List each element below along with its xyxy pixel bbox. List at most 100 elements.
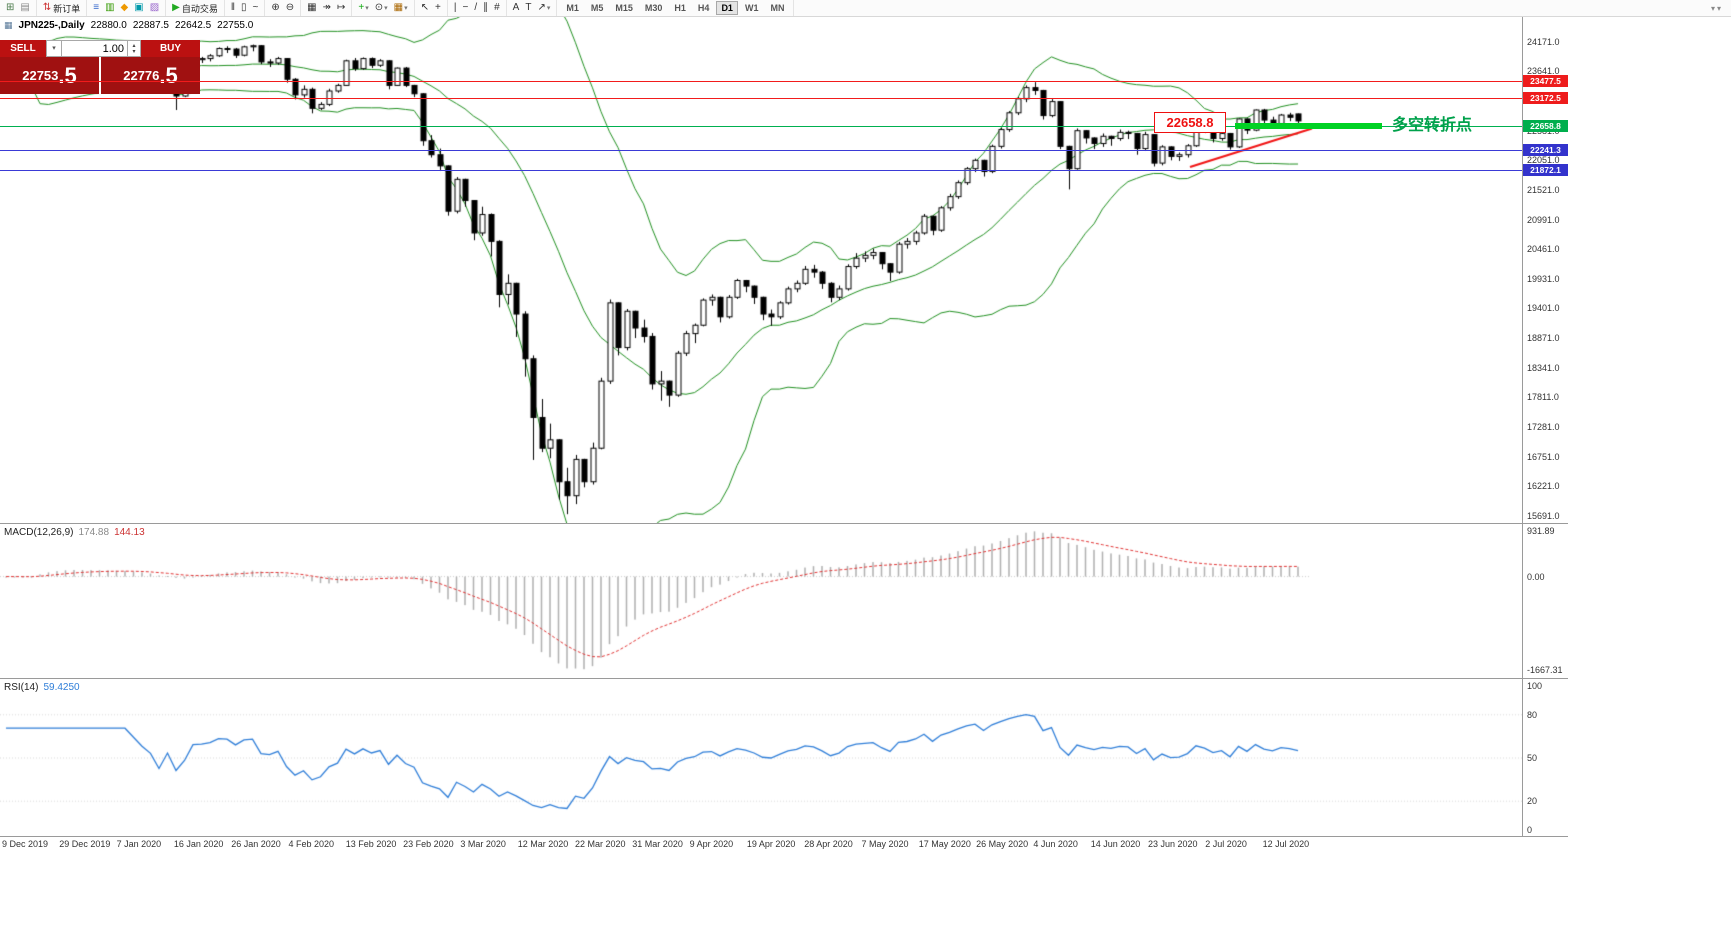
profiles-icon[interactable]: ▤	[18, 1, 31, 15]
sell-button[interactable]: SELL	[0, 40, 46, 57]
terminal-icon[interactable]: ▣	[132, 1, 145, 15]
toolbar-group: ‖ ▯ ~	[225, 0, 266, 16]
buy-price-main: 22776	[123, 68, 160, 83]
rsi-name: RSI(14)	[4, 682, 39, 693]
cursor-icon[interactable]: ↖	[419, 1, 431, 15]
rsi-label: RSI(14) 59.4250	[4, 682, 80, 693]
timeframe-m5[interactable]: M5	[590, 3, 604, 13]
arrows-icon[interactable]: ↗ ▾	[535, 1, 552, 15]
macd-panel-canvas[interactable]	[0, 524, 1522, 678]
toolbar-overflow-icon[interactable]: ▾▾	[1710, 3, 1723, 13]
main-chart-canvas[interactable]	[0, 17, 1522, 523]
volume-dropdown[interactable]: ▾	[46, 40, 62, 57]
timeframe-d1[interactable]: D1	[716, 1, 738, 15]
spinner-up-icon[interactable]: ▴	[132, 42, 136, 49]
timeframe-m30[interactable]: M30	[644, 3, 663, 13]
timeframe-m15[interactable]: M15	[615, 3, 633, 13]
toolbar-group: ▦ ↠ ↦	[301, 0, 353, 16]
line-chart-icon-glyph: ~	[252, 2, 259, 13]
buy-price-button[interactable]: 22776 .5	[101, 57, 200, 94]
spinner-down-icon[interactable]: ▾	[132, 48, 136, 55]
buy-button[interactable]: BUY	[141, 40, 200, 57]
date-label: 22 Mar 2020	[575, 839, 626, 849]
timeframe-m1[interactable]: M1	[566, 3, 579, 13]
auto-scroll-icon-glyph: ↠	[322, 2, 331, 13]
date-label: 3 Mar 2020	[460, 839, 506, 849]
pivot-note-label[interactable]: 多空转折点	[1392, 117, 1473, 134]
price-box-resistance-2: 23172.5	[1523, 91, 1568, 104]
new-order-button-label: 新订单	[53, 3, 81, 14]
date-label: 23 Feb 2020	[403, 839, 454, 849]
toolbar-group: ⊕ ⊖	[265, 0, 302, 16]
crosshair-icon-glyph: +	[435, 2, 441, 13]
text-icon[interactable]: A	[511, 1, 522, 15]
periods-button[interactable]: ⊙ ▾	[373, 1, 390, 15]
panel-separator[interactable]	[0, 678, 1568, 679]
indicators-button[interactable]: + ▾	[356, 1, 370, 15]
horizontal-line-icon[interactable]: −	[460, 1, 470, 15]
date-label: 28 Apr 2020	[804, 839, 853, 849]
timeframe-h4[interactable]: H4	[697, 3, 710, 13]
data-window-icon[interactable]: ▥	[103, 1, 116, 15]
line-chart-icon[interactable]: ~	[251, 1, 261, 15]
auto-scroll-icon[interactable]: ↠	[321, 1, 333, 15]
new-order-button[interactable]: ⇅ 新订单	[41, 1, 82, 15]
volume-spinner[interactable]: ▴ ▾	[128, 40, 141, 57]
bar-chart-icon[interactable]: ‖	[229, 1, 237, 15]
vertical-line-icon[interactable]: |	[452, 1, 459, 15]
trendline-icon[interactable]: /	[472, 1, 479, 15]
timeframe-mn[interactable]: MN	[770, 3, 785, 13]
dropdown-caret-icon: ▾	[404, 5, 408, 12]
tile-windows-icon[interactable]: ▦	[305, 1, 318, 15]
timeframe-w1[interactable]: W1	[744, 3, 759, 13]
autotrading-glyph: ▶	[172, 2, 180, 13]
resistance-line-2[interactable]	[0, 98, 1522, 99]
support-line-2[interactable]	[0, 170, 1522, 171]
price-tick: 16751.0	[1527, 451, 1560, 462]
periods-glyph: ⊙	[374, 2, 384, 13]
macd-axis-max: 931.89	[1527, 526, 1555, 536]
arrows-icon-glyph: ↗	[537, 2, 546, 13]
market-watch-icon[interactable]: ≡	[91, 1, 101, 15]
panel-separator[interactable]	[0, 523, 1568, 524]
timeframe-h1[interactable]: H1	[674, 3, 686, 13]
text-label-icon[interactable]: T	[523, 1, 533, 15]
crosshair-icon[interactable]: +	[433, 1, 443, 15]
chart-shift-icon[interactable]: ↦	[335, 1, 347, 15]
date-label: 23 Jun 2020	[1148, 839, 1198, 849]
profiles-icon-glyph: ▤	[20, 2, 30, 13]
zoom-in-icon[interactable]: ⊕	[269, 1, 281, 15]
fibonacci-icon[interactable]: #	[492, 1, 502, 15]
date-label: 31 Mar 2020	[632, 839, 683, 849]
volume-input[interactable]	[62, 40, 128, 57]
strategy-tester-icon[interactable]: ▨	[148, 1, 161, 15]
dropdown-caret-icon: ▾	[365, 5, 369, 12]
rsi-panel-canvas[interactable]	[0, 679, 1522, 836]
rsi-axis-label: 50	[1527, 753, 1538, 763]
resistance-line-1[interactable]	[0, 81, 1522, 82]
support-line-1[interactable]	[0, 150, 1522, 151]
channel-icon[interactable]: ∥	[481, 1, 490, 15]
autotrading-button[interactable]: ▶ 自动交易	[170, 1, 220, 15]
zoom-out-icon[interactable]: ⊖	[284, 1, 296, 15]
macd-axis-min: -1667.31	[1527, 665, 1563, 675]
templates-button[interactable]: ▦ ▾	[392, 1, 410, 15]
navigator-icon[interactable]: ◆	[119, 1, 131, 15]
price-box-support-1: 22241.3	[1523, 143, 1568, 156]
sell-price-button[interactable]: 22753 .5	[0, 57, 99, 94]
date-label: 26 May 2020	[976, 839, 1029, 849]
rsi-axis-label: 20	[1527, 796, 1538, 807]
pivot-band[interactable]	[1235, 122, 1382, 129]
symbol-period-label: JPN225-,Daily	[18, 20, 85, 31]
toolbar: ⊞ ▤ ⇅ 新订单 ≡ ▥ ◆ ▣ ▨ ▶ 自动交易 ‖ ▯ ~ ⊕ ⊖ ▦ ↠ ↦ + ▾ ⊙ ▾ ▦ ▾ ↖ + | − / ∥ # A T ↗…	[0, 0, 1731, 17]
panel-separator	[0, 836, 1568, 837]
price-alert-label[interactable]: 22658.8	[1154, 112, 1226, 133]
candlestick-chart-icon[interactable]: ▯	[239, 1, 249, 15]
pivot-line[interactable]	[0, 126, 1522, 127]
price-tick: 17811.0	[1527, 392, 1559, 403]
macd-value-signal: 144.13	[114, 527, 145, 538]
new-chart-icon[interactable]: ⊞	[4, 1, 16, 15]
toolbar-group: ⊞ ▤	[0, 0, 37, 16]
price-tick: 21521.0	[1527, 184, 1560, 195]
ohlc-close: 22755.0	[217, 20, 254, 31]
